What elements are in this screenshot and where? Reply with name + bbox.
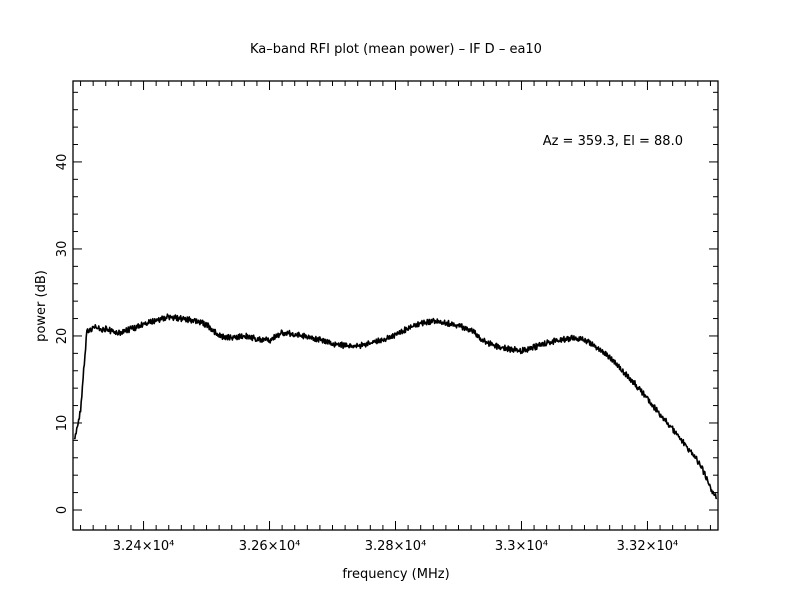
y-axis-label: power (dB) [34,270,49,342]
y-axis: 0 10 20 30 40 [55,91,718,514]
series-layer [73,313,718,500]
x-tick-label: 3.32×10⁴ [617,539,679,554]
y-tick-label: 30 [55,241,70,258]
x-tick-label: 3.26×10⁴ [239,539,301,554]
series-line-0 [73,313,718,500]
y-tick-label: 0 [55,506,70,514]
y-tick-label: 40 [55,154,70,171]
x-axis-label: frequency (MHz) [342,567,449,582]
y-tick-label: 20 [55,328,70,345]
x-tick-label: 3.24×10⁴ [113,539,175,554]
x-axis: 3.24×10⁴ 3.26×10⁴ 3.28×10⁴ 3.3×10⁴ 3.32×10⁴ [80,81,711,554]
chart-title: Ka–band RFI plot (mean power) – IF D – e… [250,42,542,57]
y-tick-label: 10 [55,415,70,432]
x-tick-label: 3.3×10⁴ [495,539,548,554]
x-tick-label: 3.28×10⁴ [365,539,427,554]
az-el-annotation: Az = 359.3, El = 88.0 [543,134,683,149]
